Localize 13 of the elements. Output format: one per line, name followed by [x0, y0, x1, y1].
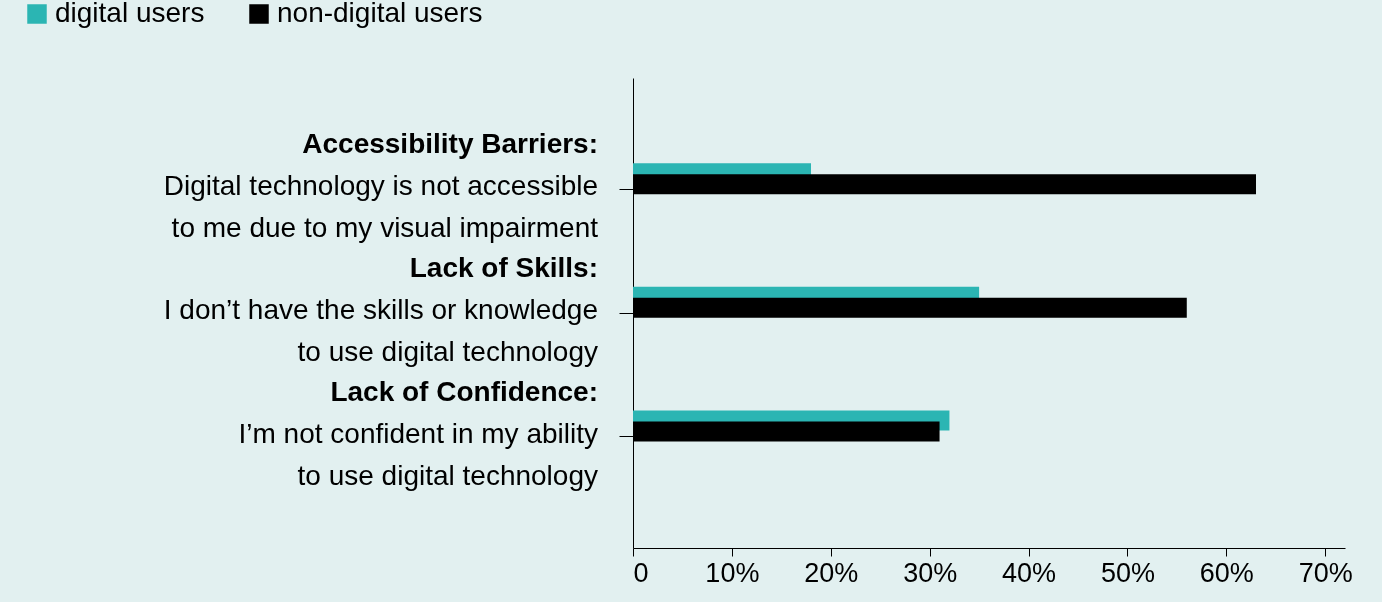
x-tick-label: 10%: [705, 557, 760, 588]
legend-label: digital users: [55, 0, 205, 28]
x-tick-label: 20%: [804, 557, 859, 588]
category-label: Lack of Skills: I don’t have the skills or knowledge to use digital technology: [163, 252, 598, 367]
legend-label: non-digital users: [277, 0, 483, 28]
x-tick-label: 0: [633, 557, 649, 588]
x-tick-label: 70%: [1298, 557, 1353, 588]
x-tick-label: 60%: [1199, 557, 1254, 588]
x-tick-label: 40%: [1002, 557, 1057, 588]
x-tick-label: 50%: [1100, 557, 1155, 588]
category-label: Accessibility Barriers: Digital technology is not accessible to me due to my visual impairment: [163, 128, 598, 244]
category-label: Lack of Confidence: I’m not confident in my ability to use digital technology: [238, 375, 598, 491]
x-tick-label: 30%: [903, 557, 958, 588]
